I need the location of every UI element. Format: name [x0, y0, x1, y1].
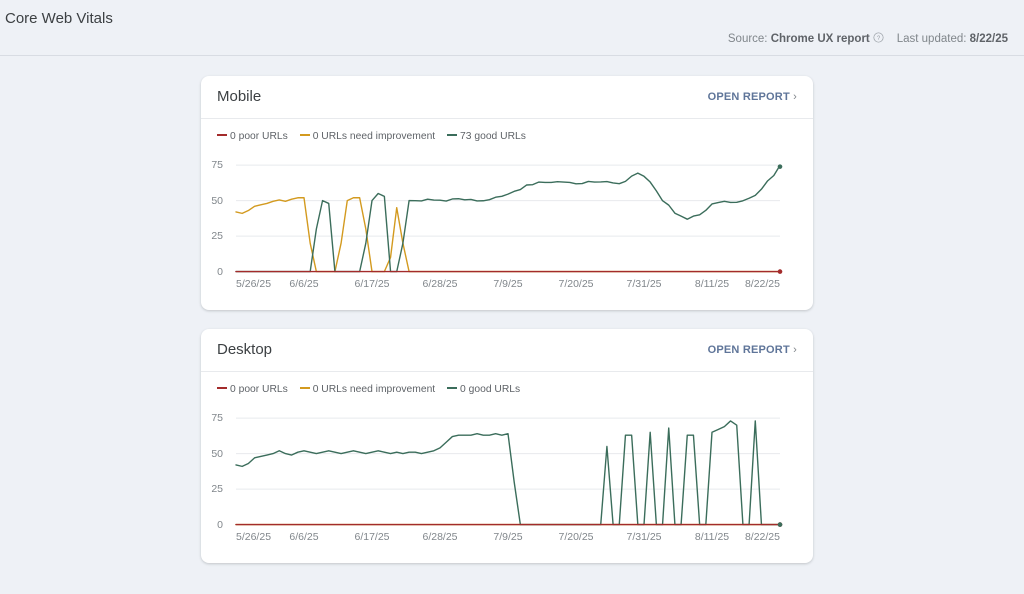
svg-text:?: ?	[877, 36, 881, 42]
